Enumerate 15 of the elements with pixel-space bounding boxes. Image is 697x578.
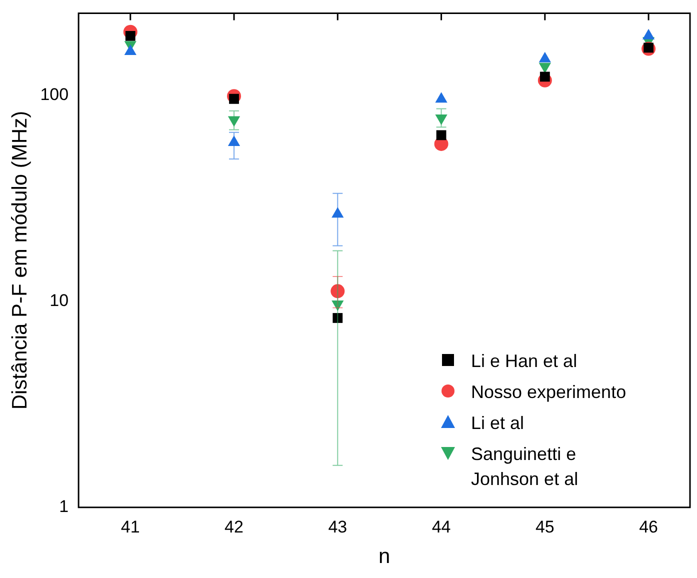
y-axis-title: Distância P-F em módulo (MHz) [8, 110, 32, 410]
x-tick-label: 45 [535, 517, 554, 536]
y-tick-label: 1 [59, 497, 69, 516]
x-tick-label: 44 [432, 517, 451, 536]
y-tick-label: 10 [50, 290, 69, 310]
legend-label: Li et al [471, 412, 526, 435]
x-tick-label: 42 [224, 517, 244, 536]
x-tick-label: 43 [328, 517, 348, 536]
x-tick-label: 46 [639, 517, 658, 536]
legend-label: Sanguinetti e Jonhson et al [471, 443, 580, 491]
x-tick-label: 41 [120, 517, 140, 536]
legend-label: Nosso experimento [471, 381, 628, 404]
x-axis-title: n [378, 545, 390, 568]
y-tick-label: 100 [40, 84, 69, 104]
legend-label: Li e Han et al [471, 350, 578, 373]
